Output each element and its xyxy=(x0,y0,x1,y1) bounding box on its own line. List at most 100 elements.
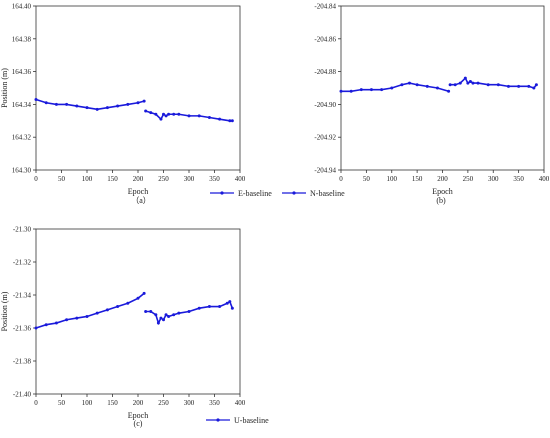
data-point xyxy=(218,117,222,121)
data-point xyxy=(230,119,234,123)
x-tick-label: 400 xyxy=(235,399,246,407)
x-tick-label: 300 xyxy=(184,399,195,407)
data-point xyxy=(532,86,536,90)
chart-panel-1: 164.30 164.32 164.34 164.36 164.38 164.40 0 50 1… xyxy=(0,3,246,206)
data-point xyxy=(458,81,462,85)
data-point xyxy=(105,308,109,312)
data-point xyxy=(471,81,475,85)
data-point xyxy=(85,106,89,110)
x-tick-label: 100 xyxy=(82,399,93,407)
data-point xyxy=(136,101,140,105)
x-tick-label: 250 xyxy=(463,175,474,183)
data-point xyxy=(339,89,343,93)
data-point xyxy=(380,88,384,92)
y-tick-label: -21.34 xyxy=(13,292,32,300)
data-point xyxy=(476,81,480,85)
y-tick-label: 164.32 xyxy=(12,134,32,142)
x-tick-label: 150 xyxy=(107,175,118,183)
data-point xyxy=(197,306,201,310)
y-tick-label: -204.84 xyxy=(314,3,336,11)
x-tick-label: 100 xyxy=(82,175,93,183)
y-tick-label: -204.94 xyxy=(314,167,336,175)
x-tick-label: 350 xyxy=(209,175,220,183)
y-axis-label: Position (m) xyxy=(0,68,9,108)
data-point xyxy=(156,321,160,325)
x-axis-label: Epoch xyxy=(432,187,452,196)
data-point xyxy=(425,84,429,88)
data-point xyxy=(177,311,181,315)
series-line xyxy=(35,98,145,111)
data-point xyxy=(187,310,191,313)
y-tick-label: -204.86 xyxy=(314,35,336,43)
data-point xyxy=(105,106,109,110)
y-tick-label: 164.34 xyxy=(12,101,32,109)
data-point xyxy=(197,114,201,118)
data-point xyxy=(527,84,531,88)
data-point xyxy=(228,119,232,123)
x-tick-label: 150 xyxy=(412,175,423,183)
data-point xyxy=(187,114,191,118)
x-tick-label: 50 xyxy=(363,175,371,183)
data-point xyxy=(517,84,521,88)
y-tick-label: 164.40 xyxy=(12,3,32,11)
y-tick-label: 164.38 xyxy=(12,35,32,43)
y-tick-label: -204.90 xyxy=(314,101,336,109)
x-tick-label: 150 xyxy=(107,399,118,407)
legend-marker xyxy=(220,191,224,195)
series-line xyxy=(341,82,449,93)
x-tick-label: 400 xyxy=(235,175,246,183)
panel-label: (c) xyxy=(134,419,143,428)
plot-frame xyxy=(35,228,241,395)
data-point xyxy=(172,313,176,317)
data-point xyxy=(359,88,363,92)
series-line xyxy=(450,76,538,89)
data-point xyxy=(167,314,171,318)
x-axis-label: Epoch xyxy=(128,411,148,420)
data-point xyxy=(164,114,168,118)
x-tick-label: 200 xyxy=(437,175,448,183)
data-point xyxy=(142,99,146,103)
data-point xyxy=(207,305,211,309)
data-point xyxy=(149,111,153,115)
data-point xyxy=(167,112,171,116)
x-axis-label: Epoch xyxy=(128,187,148,196)
data-point xyxy=(534,83,538,87)
data-point xyxy=(218,305,222,309)
data-point xyxy=(463,76,467,80)
legend-label: E-baseline xyxy=(238,189,272,198)
data-point xyxy=(144,109,148,113)
data-point xyxy=(228,300,232,304)
x-tick-label: 50 xyxy=(58,175,66,183)
data-point xyxy=(400,83,404,87)
data-point xyxy=(54,321,58,325)
data-point xyxy=(126,301,130,305)
data-point xyxy=(207,116,211,120)
data-point xyxy=(453,83,457,87)
data-point xyxy=(54,102,58,106)
x-tick-label: 200 xyxy=(133,399,144,407)
data-point xyxy=(468,79,472,83)
data-point xyxy=(136,296,140,300)
x-tick-label: 0 xyxy=(339,175,343,183)
data-point xyxy=(95,311,99,315)
series-line xyxy=(35,292,145,329)
data-point xyxy=(225,301,229,305)
data-point xyxy=(448,83,452,87)
data-point xyxy=(390,86,394,90)
x-tick-label: 350 xyxy=(513,175,524,183)
data-point xyxy=(154,313,158,317)
x-tick-label: 0 xyxy=(34,399,38,407)
legend-label: U-baseline xyxy=(234,416,269,425)
x-tick-label: 300 xyxy=(184,175,195,183)
y-tick-label: 164.30 xyxy=(12,167,32,175)
data-point xyxy=(154,112,158,116)
data-point xyxy=(162,318,165,322)
data-point xyxy=(144,310,148,313)
data-point xyxy=(75,104,79,108)
y-tick-label: -204.92 xyxy=(314,134,336,142)
data-point xyxy=(65,318,69,322)
y-tick-label: -21.40 xyxy=(13,391,32,399)
panel-label: （a） xyxy=(131,196,151,205)
data-point xyxy=(415,83,419,87)
x-tick-label: 0 xyxy=(34,175,38,183)
